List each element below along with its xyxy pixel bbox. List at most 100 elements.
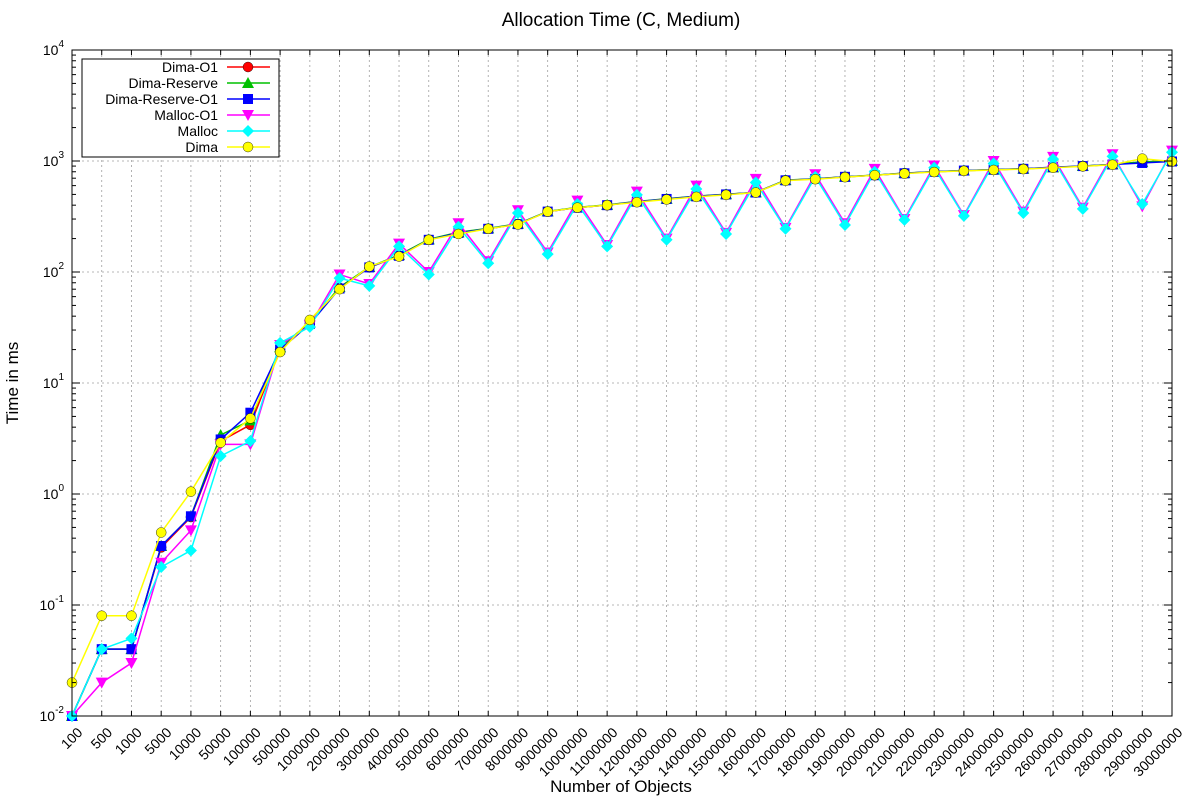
- data-point: [1106, 150, 1119, 163]
- y-tick-label: 104: [43, 39, 65, 58]
- legend-label: Dima-Reserve: [129, 75, 219, 91]
- data-point: [274, 336, 287, 349]
- legend-box: [81, 58, 280, 158]
- data-point: [482, 257, 495, 270]
- data-point: [1076, 202, 1089, 215]
- y-tick-label: 102: [43, 261, 65, 280]
- data-point: [928, 166, 940, 178]
- legend-label: Dima-O1: [162, 59, 218, 75]
- data-point: [511, 207, 524, 220]
- data-point: [690, 182, 703, 195]
- data-point: [512, 219, 524, 230]
- data-point: [185, 511, 196, 522]
- legend-label: Malloc: [178, 123, 218, 139]
- data-point: [422, 268, 435, 281]
- data-point: [1047, 162, 1059, 173]
- legend-swatch-marker: [242, 125, 254, 137]
- data-point: [572, 202, 583, 213]
- data-point: [779, 222, 792, 235]
- y-tick-label: 101: [43, 372, 65, 391]
- data-point: [1136, 197, 1149, 210]
- legend: Dima-O1Dima-ReserveDima-Reserve-O1Malloc…: [81, 58, 280, 158]
- data-point: [541, 248, 554, 261]
- data-point: [125, 632, 138, 645]
- data-point: [630, 188, 643, 201]
- data-point: [95, 677, 108, 689]
- data-point: [957, 209, 970, 222]
- data-point: [749, 176, 762, 189]
- data-point: [126, 644, 137, 655]
- data-point: [691, 191, 702, 203]
- data-point: [1047, 153, 1060, 166]
- data-point: [214, 449, 227, 462]
- data-point: [125, 658, 138, 670]
- legend-swatch-marker: [242, 110, 254, 121]
- legend-label: Malloc-O1: [154, 107, 218, 123]
- data-point: [988, 164, 999, 176]
- data-point: [1077, 161, 1089, 172]
- y-tick-label: 10-1: [40, 594, 65, 613]
- data-point: [184, 525, 197, 537]
- data-point: [156, 541, 167, 552]
- series-line: [71, 151, 1173, 717]
- data-point: [631, 197, 643, 208]
- data-point: [364, 261, 375, 272]
- data-point: [838, 219, 851, 232]
- data-point: [244, 435, 257, 448]
- data-point: [839, 171, 851, 183]
- legend-label: Dima-Reserve-O1: [105, 91, 218, 107]
- data-point: [333, 272, 346, 285]
- data-point: [810, 174, 821, 185]
- legend-swatch-marker: [242, 61, 254, 73]
- data-point: [1107, 159, 1118, 170]
- data-point: [215, 437, 226, 448]
- data-point: [184, 544, 197, 557]
- data-point: [958, 165, 970, 177]
- data-point: [660, 233, 673, 246]
- data-point: [483, 223, 494, 235]
- data-point: [304, 314, 316, 326]
- data-point: [334, 283, 345, 295]
- data-point: [869, 169, 880, 181]
- data-point: [245, 407, 256, 418]
- data-point: [274, 346, 286, 358]
- data-point: [780, 175, 791, 186]
- data-point: [899, 168, 910, 179]
- data-point: [95, 643, 108, 656]
- data-point: [155, 527, 167, 538]
- data-point: [1137, 153, 1148, 164]
- data-point: [96, 610, 107, 621]
- legend-swatch-marker: [242, 141, 254, 153]
- data-point: [1017, 207, 1030, 220]
- y-axis-title: Time in ms: [3, 342, 22, 425]
- series-layer: [66, 145, 1178, 722]
- data-point: [720, 189, 732, 201]
- y-tick-label: 103: [43, 150, 65, 169]
- data-point: [601, 240, 614, 253]
- data-point: [453, 228, 464, 240]
- data-point: [185, 486, 197, 497]
- data-point: [363, 279, 376, 292]
- legend-swatch-marker: [242, 77, 254, 88]
- y-tick-label: 10-2: [40, 705, 65, 724]
- data-point: [393, 240, 406, 253]
- data-point: [720, 227, 733, 240]
- data-point: [542, 206, 553, 217]
- data-point: [750, 187, 761, 198]
- data-point: [245, 413, 256, 424]
- data-point: [423, 234, 434, 246]
- data-point: [898, 213, 911, 226]
- x-axis-title: Number of Objects: [550, 777, 692, 796]
- data-point: [661, 194, 672, 205]
- data-point: [393, 251, 405, 262]
- legend-label: Dima: [185, 139, 218, 155]
- data-point: [155, 560, 168, 573]
- chart-title: Allocation Time (C, Medium): [502, 10, 741, 31]
- y-tick-label: 100: [43, 483, 65, 502]
- legend-swatch-marker: [243, 94, 253, 104]
- data-point: [126, 610, 137, 621]
- data-point: [1018, 163, 1029, 175]
- data-point: [601, 199, 613, 211]
